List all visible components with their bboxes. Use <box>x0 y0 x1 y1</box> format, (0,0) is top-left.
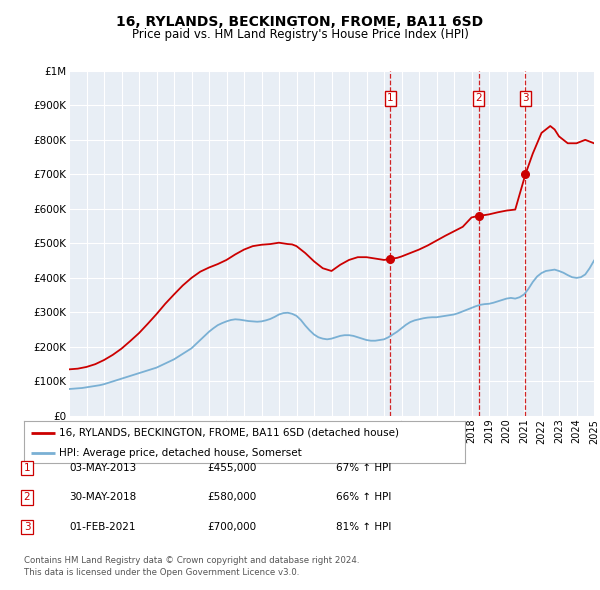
Text: £580,000: £580,000 <box>207 493 256 502</box>
Text: 1: 1 <box>23 463 31 473</box>
Text: Contains HM Land Registry data © Crown copyright and database right 2024.
This d: Contains HM Land Registry data © Crown c… <box>24 556 359 577</box>
Text: 2: 2 <box>23 493 31 502</box>
Text: 30-MAY-2018: 30-MAY-2018 <box>69 493 136 502</box>
Text: Price paid vs. HM Land Registry's House Price Index (HPI): Price paid vs. HM Land Registry's House … <box>131 28 469 41</box>
Text: 01-FEB-2021: 01-FEB-2021 <box>69 522 136 532</box>
Text: 81% ↑ HPI: 81% ↑ HPI <box>336 522 391 532</box>
Text: £455,000: £455,000 <box>207 463 256 473</box>
Text: 16, RYLANDS, BECKINGTON, FROME, BA11 6SD (detached house): 16, RYLANDS, BECKINGTON, FROME, BA11 6SD… <box>59 428 399 438</box>
Text: 3: 3 <box>23 522 31 532</box>
Text: 66% ↑ HPI: 66% ↑ HPI <box>336 493 391 502</box>
Text: £700,000: £700,000 <box>207 522 256 532</box>
Text: HPI: Average price, detached house, Somerset: HPI: Average price, detached house, Some… <box>59 448 302 458</box>
Text: 16, RYLANDS, BECKINGTON, FROME, BA11 6SD: 16, RYLANDS, BECKINGTON, FROME, BA11 6SD <box>116 15 484 30</box>
Text: 2: 2 <box>475 93 482 103</box>
Text: 1: 1 <box>387 93 394 103</box>
Text: 3: 3 <box>522 93 529 103</box>
Text: 03-MAY-2013: 03-MAY-2013 <box>69 463 136 473</box>
Text: 67% ↑ HPI: 67% ↑ HPI <box>336 463 391 473</box>
